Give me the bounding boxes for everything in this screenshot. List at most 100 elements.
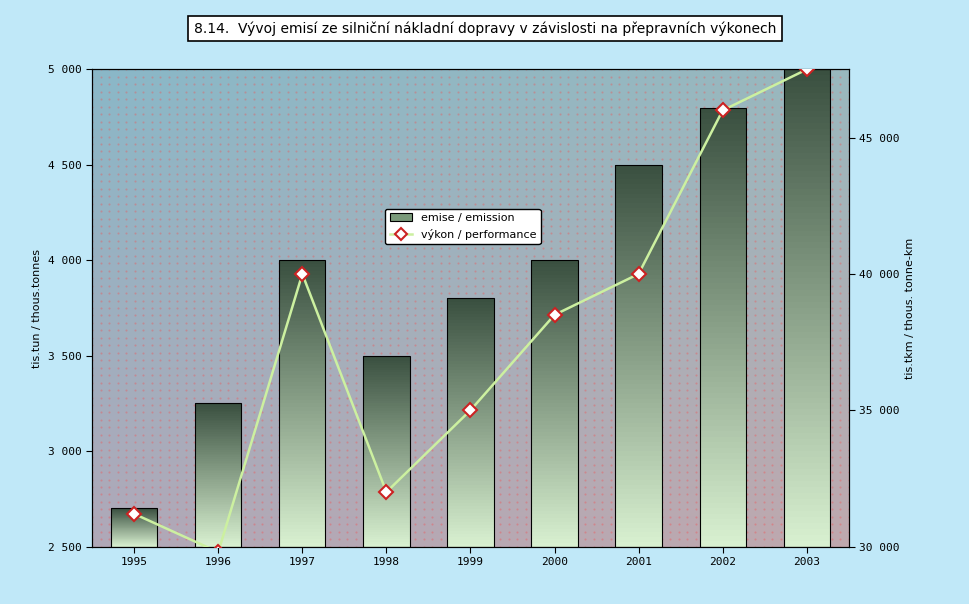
Bar (362, 408, 409, 411)
Bar (699, 152, 745, 157)
Bar (614, 427, 661, 432)
Bar (614, 284, 661, 289)
Bar (279, 543, 325, 547)
Bar (279, 321, 325, 325)
Bar (614, 494, 661, 499)
Bar (279, 361, 325, 364)
Bar (531, 382, 577, 385)
Bar (614, 471, 661, 475)
Bar (279, 468, 325, 472)
Bar (195, 428, 241, 430)
Bar (614, 255, 661, 260)
Bar (614, 361, 661, 365)
Bar (362, 365, 409, 368)
Bar (195, 545, 241, 547)
Bar (783, 541, 828, 547)
Bar (195, 507, 241, 509)
Bar (195, 532, 241, 534)
Bar (279, 393, 325, 396)
Bar (614, 499, 661, 504)
Bar (279, 500, 325, 504)
Bar (447, 311, 493, 314)
Bar (614, 308, 661, 313)
Bar (614, 332, 661, 336)
Bar (699, 344, 745, 349)
Bar (195, 459, 241, 461)
Bar (447, 445, 493, 448)
Bar (531, 332, 577, 335)
Bar (362, 437, 409, 439)
Bar (531, 303, 577, 307)
Bar (614, 384, 661, 389)
Bar (195, 516, 241, 518)
Bar (783, 219, 828, 225)
Bar (279, 439, 325, 443)
Bar (195, 409, 241, 411)
Bar (699, 492, 745, 497)
Bar (279, 536, 325, 539)
Bar (195, 468, 241, 470)
Bar (279, 435, 325, 439)
Bar (531, 407, 577, 411)
Bar (614, 313, 661, 318)
Bar (195, 478, 241, 480)
Bar (614, 413, 661, 418)
Bar (279, 403, 325, 407)
Bar (362, 492, 409, 494)
Bar (531, 432, 577, 435)
Bar (531, 461, 577, 464)
Bar (699, 475, 745, 481)
Bar (362, 434, 409, 437)
Bar (699, 513, 745, 519)
Bar (362, 416, 409, 418)
Bar (531, 468, 577, 472)
Bar (614, 260, 661, 265)
Bar (531, 350, 577, 353)
Bar (699, 141, 745, 146)
Bar (195, 418, 241, 420)
Bar (699, 184, 745, 190)
Bar (783, 344, 828, 350)
Bar (614, 217, 661, 222)
Bar (783, 457, 828, 463)
Bar (783, 362, 828, 368)
Bar (699, 239, 745, 245)
Bar (783, 278, 828, 284)
Bar (362, 389, 409, 391)
Bar (531, 321, 577, 325)
Bar (362, 442, 409, 444)
Bar (447, 398, 493, 401)
Bar (362, 496, 409, 499)
Bar (447, 314, 493, 317)
Bar (614, 399, 661, 403)
Bar (531, 292, 577, 296)
Bar (783, 475, 828, 481)
Bar (195, 466, 241, 468)
Bar (195, 405, 241, 407)
Bar (195, 487, 241, 489)
Bar (447, 370, 493, 373)
Bar (783, 183, 828, 188)
Bar (614, 509, 661, 513)
Bar (195, 403, 241, 547)
Bar (783, 188, 828, 194)
Bar (699, 530, 745, 536)
Bar (447, 320, 493, 323)
Bar (447, 339, 493, 342)
Bar (447, 472, 493, 475)
Bar (362, 391, 409, 394)
Bar (699, 503, 745, 508)
Y-axis label: tis.tkm / thous. tonne-km: tis.tkm / thous. tonne-km (904, 237, 915, 379)
Bar (362, 535, 409, 537)
Bar (447, 333, 493, 336)
Bar (362, 425, 409, 427)
Bar (699, 508, 745, 513)
Bar (279, 422, 325, 425)
Bar (699, 130, 745, 135)
Bar (362, 458, 409, 461)
Bar (447, 367, 493, 370)
Bar (783, 403, 828, 410)
Bar (531, 486, 577, 489)
Bar (614, 203, 661, 208)
Bar (531, 307, 577, 310)
